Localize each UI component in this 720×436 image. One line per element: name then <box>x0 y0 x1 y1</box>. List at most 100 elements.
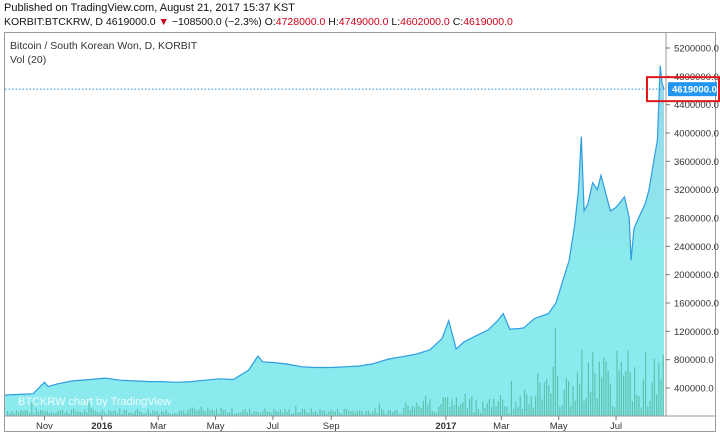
volume-bar <box>495 406 497 416</box>
high-value: 4749000.0 <box>338 16 389 28</box>
watermark: BTCKRW chart by TradingView <box>18 396 172 408</box>
volume-bar <box>249 408 251 416</box>
volume-bar <box>209 410 211 416</box>
volume-bar <box>356 410 358 416</box>
volume-bar <box>598 361 600 416</box>
volume-bar <box>81 412 83 416</box>
volume-bar <box>169 413 171 416</box>
volume-bar <box>97 412 99 416</box>
volume-bar <box>332 411 334 416</box>
volume-bar <box>123 409 125 416</box>
volume-bar <box>172 413 174 416</box>
volume-bar <box>616 351 618 416</box>
volume-bar <box>409 410 411 416</box>
volume-bar <box>114 410 116 416</box>
chart-legend-title: Bitcoin / South Korean Won, D, KORBIT <box>10 40 198 52</box>
volume-bar <box>475 399 477 416</box>
volume-bar <box>218 413 220 416</box>
volume-bar <box>614 407 616 416</box>
volume-bar <box>407 405 409 416</box>
volume-bar <box>202 410 204 416</box>
volume-bar <box>539 382 541 416</box>
volume-bar <box>99 412 101 416</box>
volume-bar <box>262 411 264 416</box>
volume-bar <box>552 366 554 416</box>
x-tick-label: Jul <box>267 421 279 432</box>
volume-bar <box>451 399 453 416</box>
volume-bar <box>436 413 438 416</box>
volume-bar <box>145 412 147 416</box>
volume-bar <box>528 404 530 416</box>
volume-bar <box>416 402 418 416</box>
volume-bar <box>187 410 189 416</box>
low-label: L: <box>391 16 401 28</box>
volume-bar <box>330 409 332 416</box>
volume-bar <box>176 413 178 416</box>
chart-frame[interactable] <box>4 32 716 432</box>
volume-bar <box>101 409 103 416</box>
volume-bar <box>642 379 644 416</box>
volume-bar <box>594 373 596 416</box>
volume-bar <box>18 412 20 416</box>
volume-bar <box>554 327 556 416</box>
volume-bar <box>348 410 350 416</box>
price-area <box>5 65 664 416</box>
volume-bar <box>132 413 134 416</box>
volume-bar <box>559 406 561 416</box>
volume-bar <box>66 411 68 416</box>
x-tick-label: Sep <box>323 421 340 432</box>
volume-bar <box>246 411 248 416</box>
volume-bar <box>381 408 383 416</box>
volume-bar <box>427 404 429 416</box>
volume-bar <box>403 407 405 416</box>
volume-bar <box>158 413 160 416</box>
volume-bar <box>444 397 446 416</box>
high-label: H: <box>328 16 339 28</box>
y-tick-label: 5200000.0 <box>674 44 719 55</box>
volume-bar <box>420 408 422 416</box>
volume-bar <box>634 367 636 416</box>
y-tick-label: 2000000.0 <box>674 270 719 281</box>
volume-bar <box>242 410 244 416</box>
volume-bar <box>372 411 374 416</box>
volume-bar <box>257 412 259 416</box>
volume-bar <box>268 411 270 416</box>
volume-bars <box>7 327 664 416</box>
volume-bar <box>46 410 48 416</box>
volume-bar <box>117 413 119 416</box>
volume-bar <box>15 410 17 416</box>
volume-bar <box>231 408 233 416</box>
volume-bar <box>271 413 273 416</box>
volume-bar <box>337 408 339 416</box>
volume-bar <box>361 411 363 416</box>
volume-bar <box>174 412 176 416</box>
volume-bar <box>299 412 301 416</box>
last-price: 4619000.0 <box>105 16 156 28</box>
volume-bar <box>7 411 9 416</box>
close-label: C: <box>452 16 464 28</box>
volume-bar <box>587 362 589 416</box>
volume-bar <box>557 375 559 416</box>
x-tick-label: May <box>550 421 568 432</box>
volume-bar <box>341 413 343 416</box>
volume-bar <box>306 412 308 416</box>
price-change: −108500.0 (−2.3%) <box>171 16 262 28</box>
volume-bar <box>607 370 609 416</box>
volume-bar <box>414 406 416 416</box>
volume-bar <box>620 362 622 416</box>
volume-bar <box>240 412 242 416</box>
ohlc-bar: KORBIT:BTCKRW, D 4619000.0 ▼ −108500.0 (… <box>4 16 513 28</box>
volume-bar <box>458 406 460 416</box>
volume-bar <box>22 411 24 416</box>
volume-bar <box>238 412 240 416</box>
volume-bar <box>328 411 330 416</box>
volume-bar <box>519 396 521 416</box>
volume-bar <box>425 395 427 416</box>
y-tick-label: 4000000.0 <box>674 129 719 140</box>
volume-bar <box>73 408 75 416</box>
volume-bar <box>363 414 365 416</box>
volume-bar <box>343 408 345 416</box>
volume-bar <box>469 398 471 416</box>
volume-bar <box>55 412 57 416</box>
